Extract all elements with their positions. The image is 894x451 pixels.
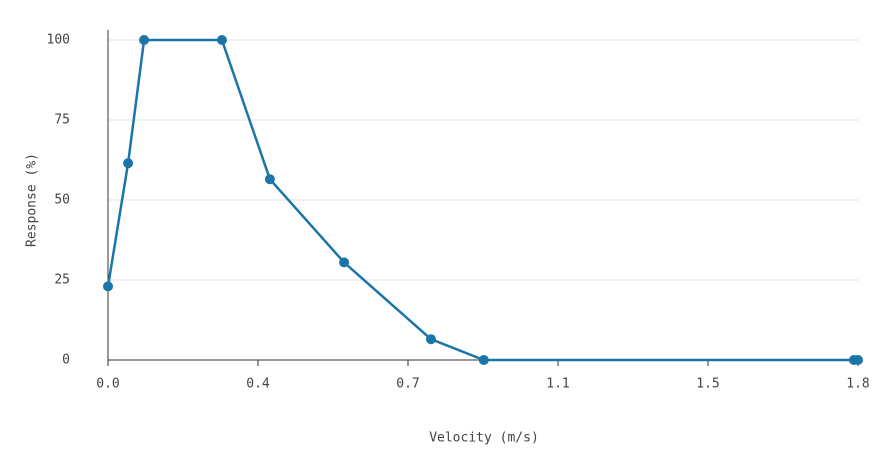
- line: [106, 38, 858, 362]
- x-axis-title: Velocity (m/s): [429, 431, 539, 446]
- y-tick-label: 0: [62, 353, 70, 368]
- y-tick-label: 75: [54, 113, 70, 128]
- point: [103, 281, 113, 292]
- point: [339, 257, 350, 268]
- x-tick-label: 1.1: [546, 377, 569, 392]
- y-tick-label: 100: [47, 33, 70, 48]
- x-tick-label: 1.5: [696, 377, 719, 392]
- x-tick-label: 0.7: [396, 377, 419, 392]
- x-tick-label: 0.0: [96, 377, 119, 392]
- point: [216, 35, 227, 45]
- point: [478, 355, 489, 365]
- y-axis-title: Response (%): [25, 153, 40, 247]
- y-tick-label: 25: [54, 273, 70, 288]
- point: [123, 158, 134, 169]
- y-tick-label: 50: [54, 193, 70, 208]
- point: [139, 35, 150, 45]
- x-tick-label: 1.8: [846, 377, 869, 392]
- x-tick-label: 0.4: [246, 377, 270, 392]
- point: [425, 334, 436, 345]
- point: [853, 355, 863, 365]
- point: [264, 174, 275, 185]
